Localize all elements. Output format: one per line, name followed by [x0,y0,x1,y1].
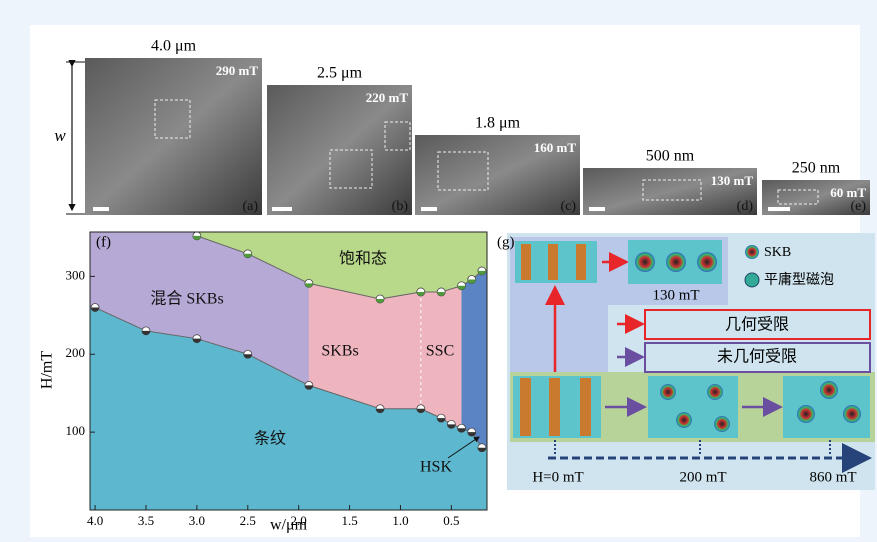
data-point [478,267,486,275]
scale-bar [272,207,292,211]
axis-label: 860 mT [809,469,856,485]
unconfined-label: 未几何受限 [717,348,797,366]
region-label: HSK [420,459,452,476]
region-label: 饱和态 [339,250,387,268]
axis-label: 200 mT [679,469,726,485]
micrograph [85,58,262,215]
stripe [576,244,586,280]
bubble [714,416,730,432]
data-point [193,335,201,343]
field-label: 130 mT [652,287,699,303]
data-point [437,414,445,422]
field-label: 290 mT [216,63,259,78]
confined-label: 几何受限 [725,316,789,334]
x-tick-label: 3.0 [189,513,205,528]
data-point [305,381,313,389]
data-point [437,288,445,296]
x-tick-label: 4.0 [87,513,103,528]
scale-bar [421,207,437,211]
skb [697,252,717,272]
data-point [417,288,425,296]
data-point [417,405,425,413]
legend-text: SKB [764,245,791,260]
panel-label: (d) [737,199,754,214]
schematic: (g) 130 mT SKB 平庸型磁泡 几何受限 未几何受限 H=0 mT 2… [497,233,875,490]
size-label: 250 nm [792,160,841,177]
data-point [478,444,486,452]
y-tick-label: 300 [66,267,86,282]
size-label: 4.0 μm [151,38,197,55]
data-point [193,232,201,240]
panel-label: (c) [560,199,576,214]
data-point [458,282,466,290]
x-tick-label: 1.0 [392,513,408,528]
page: { "images": { "w_label": "w", "panels": … [0,0,877,542]
field-label: 130 mT [711,173,754,188]
top-block [510,305,608,372]
scale-bar [768,207,790,211]
data-point [376,295,384,303]
skb [666,252,686,272]
stripe [549,378,560,436]
scale-bar [589,207,605,211]
data-point [142,327,150,335]
bubble [676,412,692,428]
data-point [91,304,99,312]
legend-bubble [745,273,759,287]
x-tick-label: 2.5 [240,513,256,528]
data-point [468,428,476,436]
x-tick-label: 0.5 [443,513,459,528]
data-point [244,350,252,358]
data-point [376,405,384,413]
size-label: 500 nm [646,148,695,165]
field-label: 220 mT [366,90,409,105]
panel-label: (e) [850,199,866,214]
x-tick-label: 3.5 [138,513,154,528]
bubble [797,405,815,423]
data-point [244,250,252,258]
panel-label: (g) [497,234,515,250]
bubble [660,384,676,400]
figure: w 4.0 μm 290 mT (a) 2.5 μm220 mT (b) 1.8 μm 16… [0,0,877,542]
region-label: SSC [426,343,454,360]
skb [635,252,655,272]
y-tick-label: 200 [66,345,86,360]
region-label: 条纹 [254,430,286,448]
panel-label: (a) [242,199,258,214]
panel-label: (f) [96,234,111,250]
y-axis-label: H/mT [39,351,56,389]
bubble [707,384,723,400]
legend-skb [745,245,759,259]
stripe [521,244,531,280]
field-label: 160 mT [534,140,577,155]
data-point [447,420,455,428]
size-label: 2.5 μm [317,65,363,82]
panel-label: (b) [392,199,409,214]
axis-label: H=0 mT [532,469,583,485]
x-tick-label: 1.5 [341,513,357,528]
data-point [468,276,476,284]
stripe [580,378,591,436]
w-label: w [54,126,66,145]
legend-text: 平庸型磁泡 [764,271,834,288]
scale-bar [93,207,109,211]
y-tick-label: 100 [66,423,86,438]
bubble [843,405,861,423]
field-label: 60 mT [830,185,866,200]
size-label: 1.8 μm [475,115,521,132]
data-point [305,279,313,287]
bubble [820,381,838,399]
stripe [520,378,531,436]
x-axis-label: w/μm [270,517,308,534]
data-point [458,424,466,432]
stripe [548,244,558,280]
region-label: 混合 SKBs [150,290,223,308]
region-label: SKBs [321,343,358,360]
